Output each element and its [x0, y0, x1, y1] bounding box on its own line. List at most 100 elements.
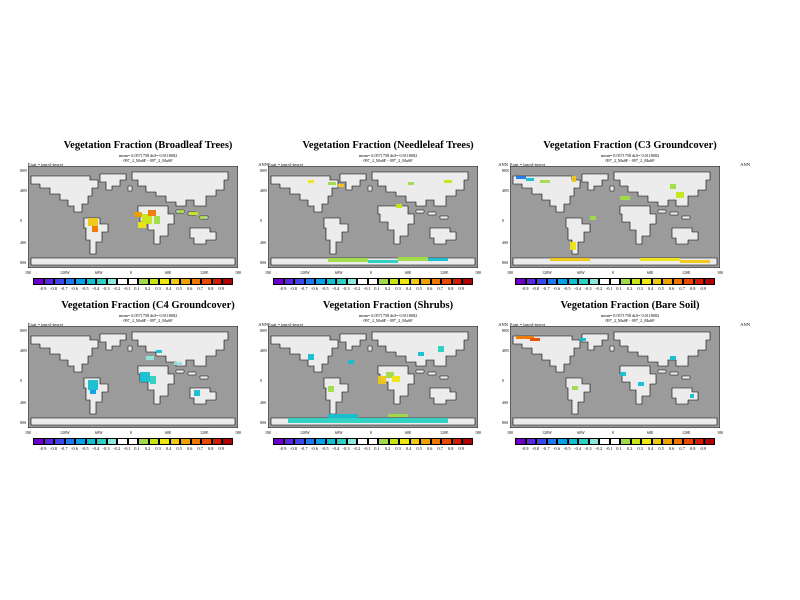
lon-label: 180 [25, 430, 31, 435]
colorbar-swatch [201, 278, 212, 285]
colorbar-swatch [462, 278, 473, 285]
lon-label: 0 [130, 430, 132, 435]
colorbar-tick-label: 0.7 [679, 286, 685, 291]
lon-label: 120W [60, 270, 70, 275]
colorbar-tick-label: 0.1 [374, 446, 380, 451]
colorbar-swatch [325, 438, 337, 445]
lon-label: 60E [647, 270, 654, 275]
colorbar-tick-label: -0.1 [123, 446, 131, 451]
lat-label: 40S [502, 400, 509, 405]
panel-title: Vegetation Fraction (C3 Groundcover) [543, 140, 717, 151]
colorbar-swatch [75, 438, 86, 445]
colorbar-tick-label: -0.1 [605, 446, 613, 451]
colorbar-tick-label: 0.5 [416, 286, 422, 291]
colorbar-swatch [315, 278, 326, 285]
colorbar-tick-label: 0.7 [197, 446, 203, 451]
lon-label: 120W [60, 430, 70, 435]
colorbar-swatch [304, 438, 316, 445]
colorbar-tick-label: 0.6 [668, 446, 675, 451]
period-label: ANN [498, 162, 508, 167]
colorbar-swatch [346, 278, 358, 285]
lat-label: 80S [502, 260, 509, 265]
colorbar-swatch [620, 438, 631, 445]
colorbar-tick-label: -0.6 [71, 286, 79, 291]
colorbar [273, 438, 473, 445]
colorbar-swatch [651, 438, 663, 445]
lat-label: 40N [260, 188, 267, 193]
colorbar-swatch [96, 278, 107, 285]
colorbar-swatch [641, 438, 652, 445]
colorbar-swatch [211, 278, 223, 285]
colorbar-tick-label: -0.6 [71, 446, 79, 451]
colorbar-swatch [75, 278, 86, 285]
colorbar-tick-label: -0.5 [321, 446, 329, 451]
colorbar-tick-label: -0.6 [553, 446, 561, 451]
colorbar-swatch [567, 278, 579, 285]
colorbar-tick-label: -0.4 [332, 446, 340, 451]
lat-label: 0 [502, 218, 504, 223]
lon-label: 60E [165, 430, 172, 435]
period-label: ANN [258, 322, 268, 327]
lat-label: 80S [20, 420, 27, 425]
lon-label: 180 [265, 270, 271, 275]
colorbar-swatch [180, 438, 191, 445]
colorbar-tick-label: 0.2 [626, 446, 633, 451]
colorbar-tick-label: 0.3 [637, 286, 643, 291]
colorbar-swatch [211, 438, 223, 445]
colorbar-tick-label: 0.1 [134, 286, 140, 291]
lon-label: 120E [200, 270, 209, 275]
colorbar-swatch [304, 278, 316, 285]
colorbar [33, 438, 233, 445]
colorbar-tick-label: 0.5 [176, 446, 182, 451]
colorbar-tick-label: 0.3 [395, 446, 401, 451]
colorbar-swatch [430, 438, 442, 445]
colorbar-swatch [346, 438, 358, 445]
panel-title: Vegetation Fraction (Shrubs) [322, 300, 454, 311]
colorbar-swatch [283, 278, 295, 285]
colorbar-tick-label: 0.7 [437, 446, 443, 451]
colorbar-tick-label: 0.5 [176, 286, 182, 291]
colorbar-tick-label: -0.4 [92, 286, 100, 291]
colorbar-swatch [54, 278, 65, 285]
colorbar-tick-label: -0.6 [311, 286, 319, 291]
panel-title: Vegetation Fraction (Bare Soil) [560, 300, 700, 311]
panel-subtitle-mean: mean= 0.0571758 diff= 0.0118082 [600, 153, 660, 158]
colorbar [273, 278, 473, 285]
colorbar-swatch [106, 278, 118, 285]
lat-label: 80N [260, 168, 267, 173]
lat-label: 40N [20, 348, 27, 353]
map-broadleaf-trees [28, 166, 238, 268]
colorbar-tick-label: 0.3 [155, 286, 161, 291]
lat-label: 0 [260, 378, 262, 383]
colorbar-tick-label: 0.1 [374, 286, 380, 291]
colorbar-swatch [64, 438, 76, 445]
lon-label: 120W [542, 270, 552, 275]
colorbar-swatch [420, 278, 431, 285]
panel-c4-groundcover: Vegetation Fraction (C4 Groundcover) mea… [20, 300, 268, 475]
colorbar-tick-label: -0.5 [563, 286, 571, 291]
colorbar-swatch [630, 438, 642, 445]
map-bare-soil [510, 326, 720, 428]
lon-label: 120E [682, 270, 691, 275]
colorbar-tick-label: -0.4 [574, 446, 582, 451]
colorbar-tick-label: 0.4 [405, 446, 412, 451]
colorbar-swatch [64, 278, 76, 285]
colorbar-tick-label: 0.8 [447, 446, 454, 451]
colorbar-swatch [567, 438, 579, 445]
lon-label: 120W [300, 270, 310, 275]
colorbar-swatch [180, 278, 191, 285]
colorbar-swatch [525, 438, 537, 445]
colorbar-swatch [515, 438, 526, 445]
colorbar-swatch [127, 438, 139, 445]
panel-subtitle-mean: mean= 0.0571758 diff= 0.0118082 [118, 153, 178, 158]
colorbar-tick-label: -0.4 [574, 286, 582, 291]
colorbar-tick-label: -0.2 [595, 446, 603, 451]
colorbar-tick-label: 0.7 [197, 286, 203, 291]
colorbar-tick-label: -0.3 [102, 446, 110, 451]
colorbar-tick-label: -0.9 [39, 446, 47, 451]
panel-shrubs: Vegetation Fraction (Shrubs) mean= 0.057… [260, 300, 508, 475]
panel-needleleaf-trees: Vegetation Fraction (Needleleaf Trees) m… [260, 140, 508, 315]
lon-label: 180 [235, 270, 241, 275]
colorbar-tick-label: -0.5 [81, 286, 89, 291]
